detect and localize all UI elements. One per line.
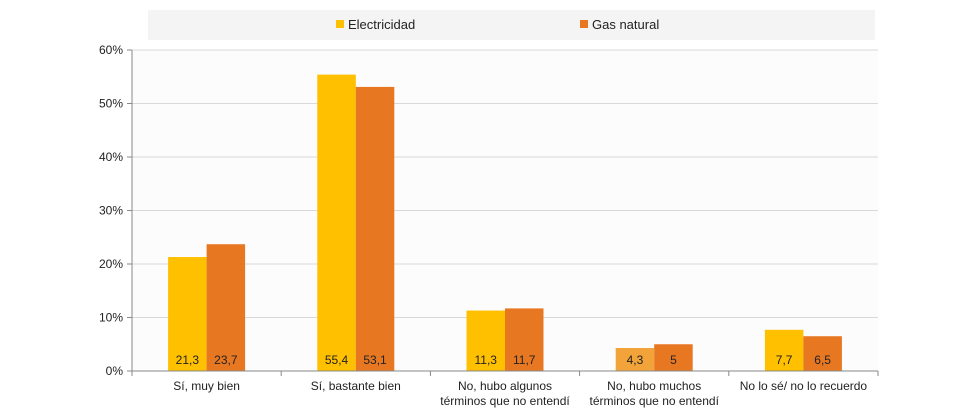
y-tick-label: 30% <box>99 204 123 218</box>
data-label: 4,3 <box>627 353 644 367</box>
x-tick-label: Sí, muy bien <box>173 379 240 393</box>
legend-label: Gas natural <box>592 17 659 32</box>
y-tick-label: 0% <box>106 364 124 378</box>
bar-gas-natural <box>206 244 246 371</box>
data-label: 23,7 <box>214 353 238 367</box>
bar-gas-natural <box>654 344 693 371</box>
data-label: 53,1 <box>363 353 387 367</box>
legend-box <box>148 10 875 40</box>
bar-gas-natural <box>505 308 544 371</box>
bar-electricidad <box>615 347 655 371</box>
bar-electricidad <box>466 310 505 371</box>
data-label: 11,7 <box>513 353 536 367</box>
legend-swatch <box>580 20 588 28</box>
y-tick-label: 20% <box>99 257 123 271</box>
bar-electricidad <box>317 74 356 372</box>
y-tick-label: 10% <box>99 311 123 325</box>
y-tick-label: 40% <box>99 150 123 164</box>
bar-gas-natural <box>355 86 395 371</box>
x-tick-label: No lo sé/ no lo recuerdo <box>740 379 868 393</box>
data-label: 55,4 <box>325 353 349 367</box>
bar-electricidad <box>168 257 207 371</box>
x-tick-label: términos que no entendí <box>440 394 570 408</box>
y-tick-label: 50% <box>99 97 123 111</box>
data-label: 11,3 <box>475 353 498 367</box>
bar-gas-natural <box>803 336 842 371</box>
x-tick-label: términos que no entendí <box>589 394 719 408</box>
data-label: 5 <box>670 353 677 367</box>
legend-swatch <box>336 20 344 28</box>
data-label: 6,5 <box>814 353 831 367</box>
y-tick-label: 60% <box>99 43 123 57</box>
x-tick-label: Sí, bastante bien <box>311 379 401 393</box>
data-label: 7,7 <box>776 353 793 367</box>
x-tick-label: No, hubo muchos <box>607 379 701 393</box>
legend-label: Electricidad <box>348 17 415 32</box>
bar-electricidad <box>764 329 804 371</box>
x-tick-label: No, hubo algunos <box>458 379 552 393</box>
data-label: 21,3 <box>176 353 200 367</box>
